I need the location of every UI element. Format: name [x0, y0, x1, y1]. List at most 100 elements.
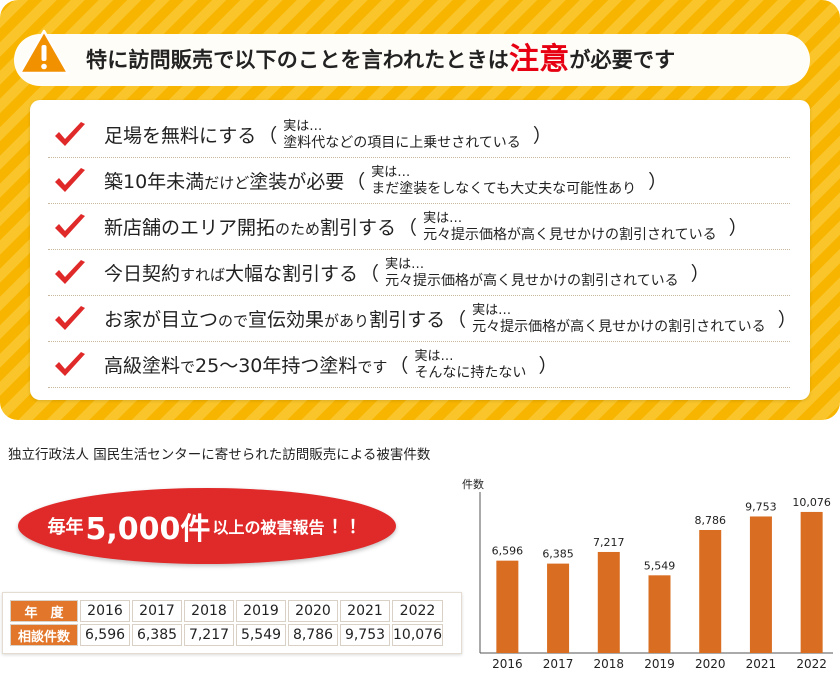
table-cell-year: 2019	[236, 600, 286, 622]
table-cell-count: 9,753	[340, 624, 390, 646]
table-cell-count: 10,076	[392, 624, 443, 646]
truth-label: 実は…	[472, 302, 512, 318]
truth-detail: 塗料代などの項目に上乗せされている	[283, 134, 521, 151]
bar-chart: 件数 6,596 2016 6,385 2017 7,217 2018 5,549 2019 8,…	[462, 478, 833, 671]
claim-text: 今日契約すれば大幅な割引する	[104, 259, 358, 286]
warning-header	[14, 34, 810, 86]
claim-text: 築10年未満だけど塗装が必要	[104, 167, 344, 194]
paren-close: ）	[532, 125, 552, 147]
claim-text: 足場を無料にする	[104, 121, 256, 148]
truth-detail: 元々提示価格が高く見せかけの割引されている	[472, 318, 766, 335]
truth-label: 実は…	[385, 256, 425, 272]
claim-part: 新店舗のエリア開拓	[104, 217, 276, 239]
bar	[699, 529, 722, 653]
table-cell-count: 7,217	[184, 624, 234, 646]
truth-label: 実は…	[283, 118, 323, 134]
claim-connector: すれば	[180, 266, 226, 284]
paren-open: （	[258, 125, 278, 147]
x-tick-label: 2021	[746, 657, 777, 671]
claim-part: 築10年未満	[104, 171, 205, 193]
table-cell-count: 6,596	[80, 624, 130, 646]
claim-part: 大幅な割引する	[225, 263, 359, 285]
claim-connector: があり	[324, 312, 370, 330]
summary-badge: 毎年 5,000件 以上の被害報告 ！！	[18, 488, 396, 564]
truth-text: 実は… そんなに持たない	[414, 348, 526, 382]
bar	[800, 511, 823, 653]
claim-part: 足場を無料にする	[104, 125, 257, 147]
x-tick-label: 2019	[644, 657, 675, 671]
paren-close: ）	[538, 355, 558, 377]
warning-list-box: 足場を無料にする （ 実は… 塗料代などの項目に上乗せされている ） 築10年未…	[30, 100, 810, 400]
paren-open: （	[389, 355, 409, 377]
bar	[496, 560, 519, 653]
truth-detail: 元々提示価格が高く見せかけの割引されている	[385, 272, 679, 289]
table-cell-year: 2016	[80, 600, 130, 622]
warning-item: お家が目立つので宣伝効果があり割引する （ 実は… 元々提示価格が高く見せかけの…	[48, 296, 797, 342]
table-cell-count: 5,549	[236, 624, 286, 646]
paren-open: （	[346, 171, 366, 193]
table-row-counts: 相談件数 6,596 6,385 7,217 5,549 8,786 9,753…	[10, 624, 443, 646]
warning-item: 高級塗料で25～30年持つ塗料です （ 実は… そんなに持たない ）	[48, 342, 790, 388]
badge-suffix: 以上の被害報告	[212, 518, 325, 537]
claim-connector: ので	[218, 312, 249, 330]
table-cell-count: 8,786	[288, 624, 338, 646]
paren-close: ）	[728, 217, 748, 239]
paren-open: （	[447, 309, 467, 331]
claim-part: 宣伝効果	[248, 309, 325, 331]
x-tick-label: 2022	[796, 657, 827, 671]
check-mark-icon	[55, 305, 85, 330]
claim-part: 塗装が必要	[249, 171, 345, 193]
truth-detail: そんなに持たない	[414, 364, 527, 381]
row-header-count: 相談件数	[10, 624, 78, 646]
badge-count: 5,000件	[85, 512, 211, 547]
check-mark-icon	[55, 213, 85, 238]
x-tick-label: 2018	[594, 657, 625, 671]
bar-value-label: 6,596	[492, 545, 523, 558]
table-cell-year: 2020	[288, 600, 338, 622]
claim-connector: で	[180, 358, 196, 376]
bar-value-label: 6,385	[542, 548, 574, 561]
truth-detail: まだ塗装をしなくても大丈夫な可能性あり	[371, 180, 637, 197]
claim-connector: のため	[275, 220, 321, 238]
truth-label: 実は…	[414, 348, 454, 364]
paren-close: ）	[690, 263, 710, 285]
paren-open: （	[360, 263, 380, 285]
bar-value-label: 10,076	[792, 496, 831, 509]
truth-text: 実は… 元々提示価格が高く見せかけの割引されている	[472, 302, 766, 336]
claim-part: す	[372, 358, 388, 376]
table-cell-count: 6,385	[132, 624, 182, 646]
warning-title-after: が必要です	[569, 48, 676, 72]
check-mark-icon	[55, 259, 85, 284]
warning-triangle-icon	[18, 29, 70, 75]
warning-list: 足場を無料にする （ 実は… 塗料代などの項目に上乗せされている ） 築10年未…	[48, 112, 797, 388]
bar-value-label: 7,217	[593, 536, 625, 549]
claim-part: 割引する	[320, 217, 397, 239]
table-cell-year: 2022	[392, 600, 443, 622]
stats-table-card: 年 度 2016 2017 2018 2019 2020 2021 2022 相…	[2, 592, 462, 654]
bar-value-label: 9,753	[745, 500, 777, 513]
claim-part: 25～30年持つ塗料	[195, 355, 358, 377]
claim-connector: だけど	[204, 174, 250, 192]
warning-item: 新店舗のエリア開拓のため割引する （ 実は… 元々提示価格が高く見せかけの割引さ…	[48, 204, 790, 250]
truth-label: 実は…	[371, 164, 411, 180]
claim-text: 高級塗料で25～30年持つ塗料です	[104, 351, 387, 378]
claim-text: お家が目立つので宣伝効果があり割引する	[104, 305, 445, 332]
table-cell-year: 2017	[132, 600, 182, 622]
warning-item: 今日契約すれば大幅な割引する （ 実は… 元々提示価格が高く見せかけの割引されて…	[48, 250, 790, 296]
paren-close: ）	[777, 309, 797, 331]
warning-item: 足場を無料にする （ 実は… 塗料代などの項目に上乗せされている ）	[48, 112, 790, 158]
table-cell-year: 2018	[184, 600, 234, 622]
x-tick-label: 2016	[492, 657, 523, 671]
row-header-year: 年 度	[10, 600, 78, 622]
badge-prefix: 毎年	[47, 517, 84, 538]
bar	[749, 516, 772, 653]
table-row-years: 年 度 2016 2017 2018 2019 2020 2021 2022	[10, 600, 443, 622]
bar	[648, 575, 671, 653]
truth-label: 実は…	[423, 210, 463, 226]
truth-text: 実は… 元々提示価格が高く見せかけの割引されている	[423, 210, 717, 244]
claim-part: 割引する	[369, 309, 446, 331]
truth-text: 実は… まだ塗装をしなくても大丈夫な可能性あり	[371, 164, 636, 198]
check-mark-icon	[55, 167, 85, 192]
claim-part: 今日契約	[104, 263, 181, 285]
bar-value-label: 5,549	[644, 559, 676, 572]
